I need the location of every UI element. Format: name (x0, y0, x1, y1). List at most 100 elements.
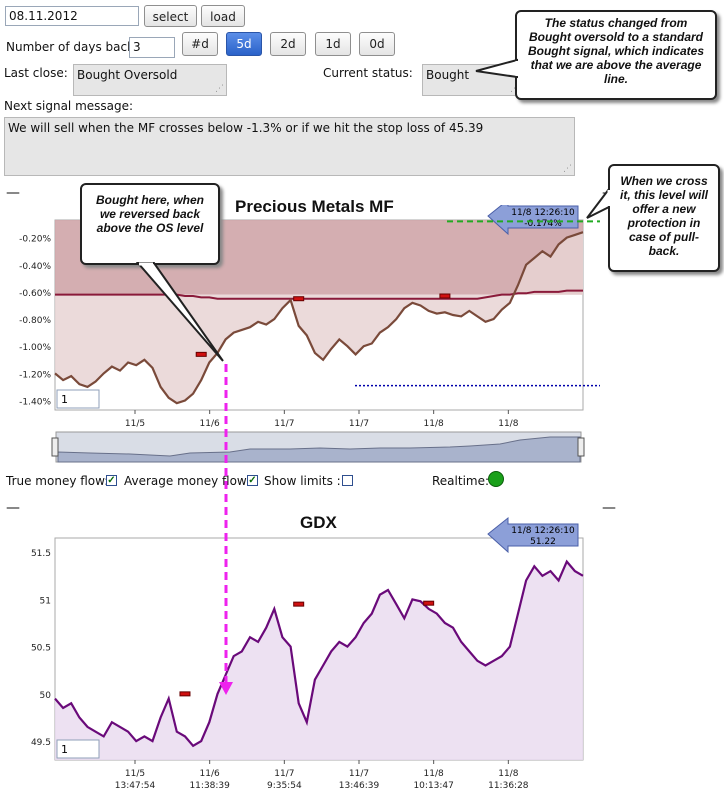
next-signal-label: Next signal message: (4, 99, 134, 113)
load-button[interactable]: load (201, 5, 245, 27)
range-button-2d[interactable]: 2d (270, 32, 306, 56)
x-tick-date: 11/8 (498, 419, 518, 429)
series-line (54, 559, 584, 748)
collapse-gdx-icon[interactable]: — (6, 500, 20, 516)
x-tick-date: 11/8 (424, 419, 444, 429)
signal-marker (195, 351, 207, 357)
y-tick-label: 50 (40, 691, 52, 701)
range-button-1d[interactable]: 1d (315, 32, 351, 56)
x-tick-time: 13:46:39 (339, 781, 380, 791)
show-limits-label: Show limits : (264, 474, 341, 488)
y-tick-label: -1.40% (19, 398, 51, 408)
x-tick-date: 11/5 (125, 419, 145, 429)
true-mf-label: True money flow: (6, 474, 109, 488)
zoom-input (56, 389, 100, 409)
callout-bought-text: Bought here, when we reversed back above… (96, 193, 204, 235)
x-tick-time: 9:35:54 (267, 781, 302, 791)
days-back-label: Number of days back: (6, 40, 139, 54)
signal-marker (293, 601, 305, 607)
next-signal-value: We will sell when the MF crosses below -… (8, 121, 484, 135)
x-tick-date: 11/7 (274, 769, 294, 779)
value-balloon-icon (487, 205, 579, 236)
x-tick-date: 11/6 (200, 769, 220, 779)
callout-bought-pointer (135, 262, 224, 362)
last-close-field: Bought Oversold ⋰ (73, 64, 227, 96)
realtime-status-icon[interactable] (488, 471, 504, 487)
gdx-chart-title: GDX (300, 513, 337, 532)
y-tick-label: -0.60% (19, 289, 51, 299)
navigator-sparkline (57, 436, 581, 463)
balloon-value: -0.174% (524, 219, 562, 229)
mf-navigator[interactable] (50, 428, 590, 468)
callout-cross-pointer (586, 186, 611, 219)
y-tick-label: -0.40% (19, 262, 51, 272)
balloon-value: 51.22 (530, 537, 556, 547)
avg-mf-checkbox[interactable]: ✓ (247, 475, 258, 486)
zoom-input-value: 1 (61, 393, 68, 406)
realtime-label: Realtime: (432, 474, 490, 488)
balloon-time: 11/8 12:26:10 (511, 208, 575, 218)
y-tick-label: -0.20% (19, 235, 51, 245)
y-tick-label: 49.5 (31, 738, 51, 748)
value-balloon-icon (487, 516, 579, 554)
bought-arrow (219, 364, 233, 695)
signal-marker (439, 293, 451, 299)
zoom-input-value: 1 (61, 743, 68, 756)
x-tick-time: 13:47:54 (115, 781, 156, 791)
range-button-custom[interactable]: #d (182, 32, 218, 56)
callout-status-pointer (475, 58, 519, 79)
mf-chart-title: Precious Metals MF (235, 197, 394, 216)
navigator-handle-right (577, 437, 585, 457)
y-tick-label: 51.5 (31, 549, 51, 559)
date-input[interactable]: 08.11.2012 (5, 6, 139, 26)
y-tick-label: -1.20% (19, 370, 51, 380)
x-tick-date: 11/8 (498, 769, 518, 779)
callout-status-change: The status changed from Bought oversold … (515, 10, 717, 100)
signal-marker (423, 600, 435, 606)
collapse-mf-icon[interactable]: — (6, 185, 20, 201)
bought-arrow-head (219, 682, 233, 695)
resize-grip-icon[interactable]: ⋰ (563, 164, 572, 174)
x-tick-date: 11/6 (200, 419, 220, 429)
range-button-5d[interactable]: 5d (226, 32, 262, 56)
resize-grip-icon[interactable]: ⋰ (510, 85, 519, 94)
x-tick-time: 11:36:28 (488, 781, 529, 791)
gdx-chart[interactable]: 51.5 51 50.5 50 49.5 11/5 13:47:54 11/6 11:38:39… (0, 500, 600, 805)
y-tick-label: 50.5 (31, 644, 51, 654)
series-fill (55, 561, 583, 760)
series-line (54, 231, 584, 405)
y-tick-label: 51 (40, 596, 51, 606)
avg-mf-label: Average money flow : (124, 474, 255, 488)
callout-cross-level: When we cross it, this level will offer … (608, 164, 720, 272)
show-limits-checkbox[interactable] (342, 475, 353, 486)
callout-status-text: The status changed from Bought oversold … (527, 16, 704, 86)
series-fill (55, 232, 583, 404)
balloon-time: 11/8 12:26:10 (511, 526, 575, 536)
range-button-0d[interactable]: 0d (359, 32, 395, 56)
y-tick-label: -1.00% (19, 343, 51, 353)
callout-bought-here: Bought here, when we reversed back above… (80, 183, 220, 265)
next-signal-field: We will sell when the MF crosses below -… (4, 117, 575, 176)
resize-grip-icon[interactable]: ⋰ (215, 84, 224, 94)
signal-marker (293, 296, 305, 302)
mf-chart[interactable]: -0.20% -0.40% -0.60% -0.80% -1.00% -1.20% -1.4… (0, 205, 600, 445)
x-tick-time: 11:38:39 (189, 781, 230, 791)
true-mf-checkbox[interactable]: ✓ (106, 475, 117, 486)
navigator-handle-left (51, 437, 59, 457)
x-tick-time: 10:13:47 (413, 781, 453, 791)
select-button[interactable]: select (144, 5, 197, 27)
days-back-input[interactable]: 3 (129, 37, 175, 58)
last-close-value: Bought Oversold (77, 68, 178, 82)
x-tick-date: 11/7 (349, 769, 369, 779)
callout-cross-text: When we cross it, this level will offer … (619, 174, 709, 258)
signal-marker (179, 691, 191, 697)
current-status-label: Current status: (323, 66, 413, 80)
x-tick-date: 11/8 (424, 769, 444, 779)
y-tick-label: -0.80% (19, 316, 51, 326)
x-tick-date: 11/7 (349, 419, 369, 429)
average-line (55, 289, 583, 300)
x-tick-date: 11/5 (125, 769, 145, 779)
x-tick-date: 11/7 (274, 419, 294, 429)
zoom-input (56, 739, 100, 759)
collapse-gdx-right-icon[interactable]: — (602, 500, 616, 516)
